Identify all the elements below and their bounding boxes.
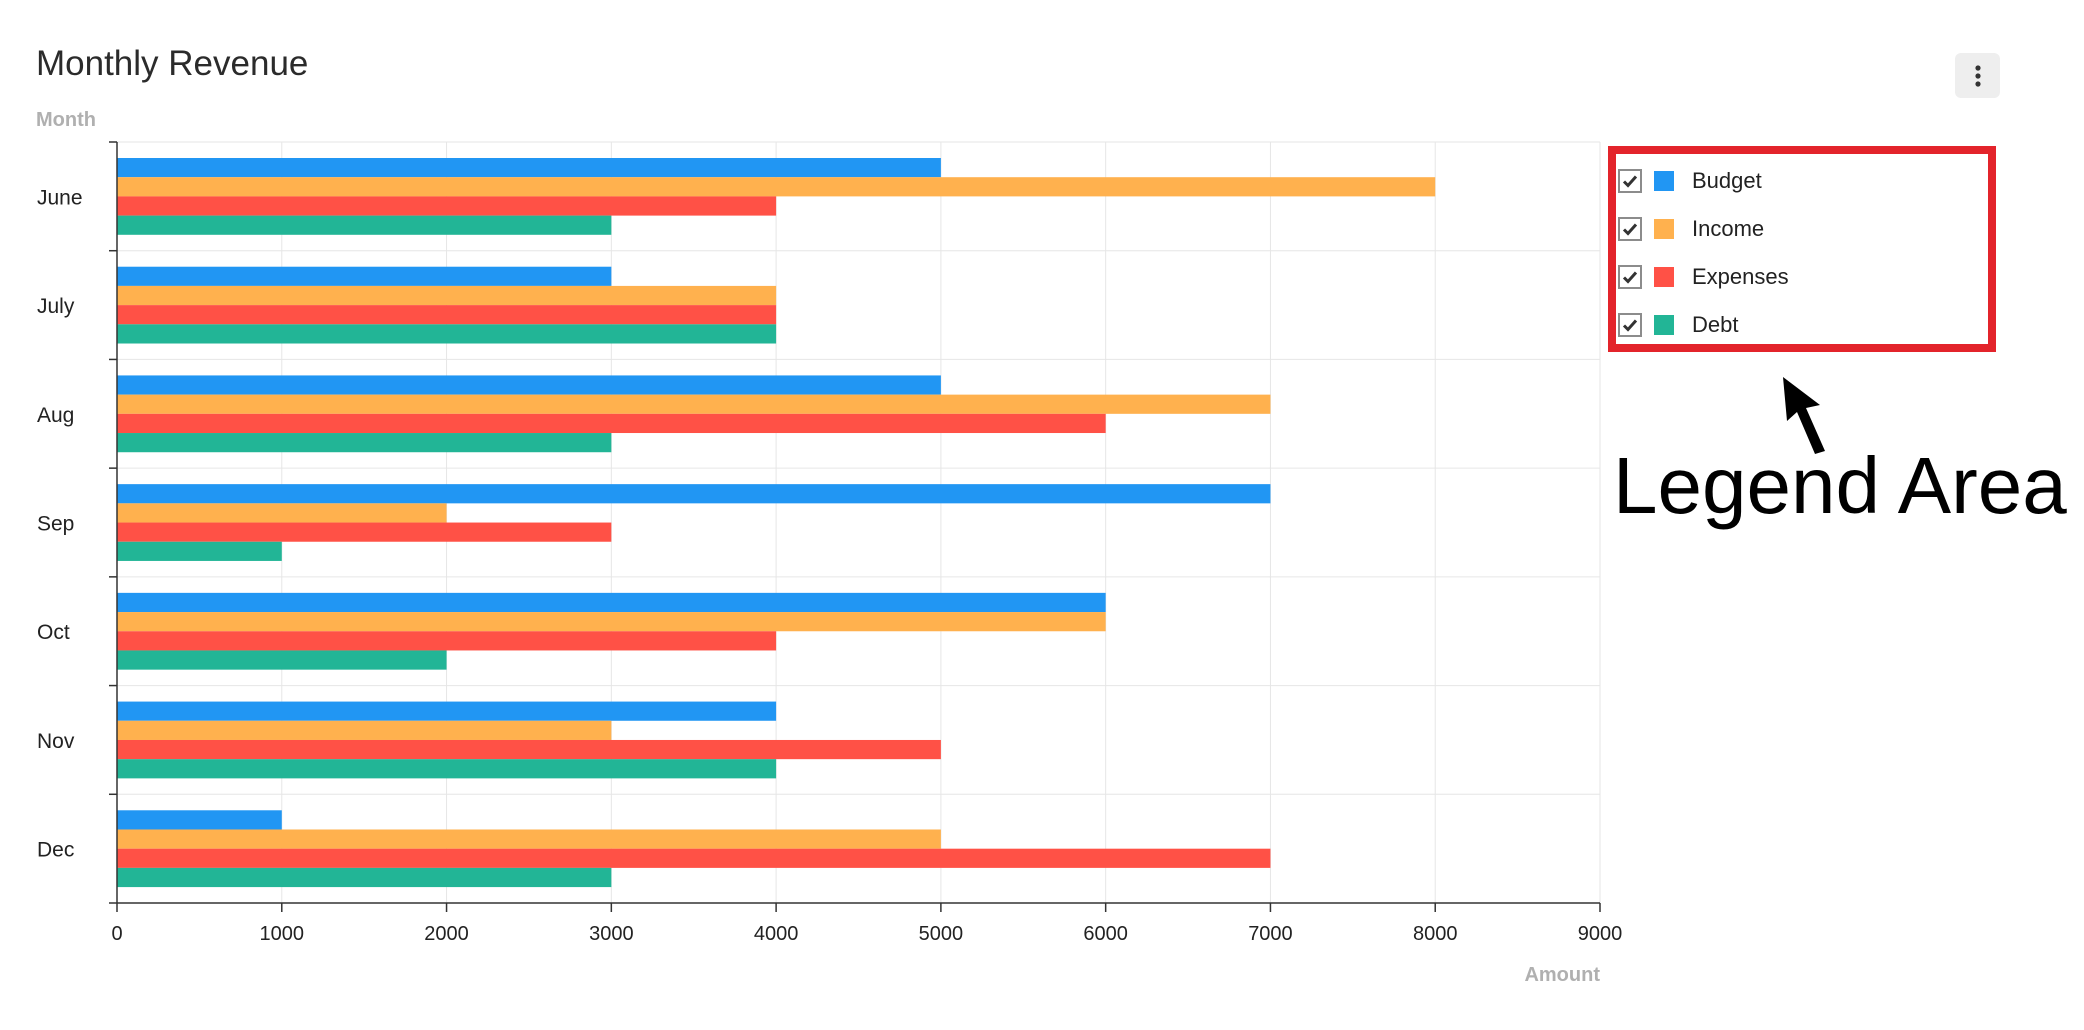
bar-debt-june[interactable]	[117, 215, 612, 235]
bar-expenses-dec[interactable]	[117, 848, 1271, 868]
bar-budget-june[interactable]	[117, 158, 941, 178]
x-tick-label: 7000	[1248, 923, 1293, 945]
y-tick-label: July	[37, 295, 75, 318]
legend-swatch	[1654, 219, 1674, 239]
y-axis-label: Month	[36, 109, 96, 131]
legend-highlight-box	[1608, 146, 1996, 352]
legend-checkbox[interactable]	[1618, 313, 1642, 337]
bar-budget-oct[interactable]	[117, 592, 1106, 613]
legend-item-budget[interactable]: Budget	[1618, 166, 1762, 196]
bar-expenses-june[interactable]	[117, 196, 777, 216]
checkmark-icon	[1622, 175, 1638, 188]
y-tick-label: Oct	[37, 621, 70, 644]
y-tick-label: Nov	[37, 730, 75, 753]
bar-expenses-july[interactable]	[117, 305, 777, 325]
chart-menu-button[interactable]	[1955, 53, 2000, 98]
bar-income-july[interactable]	[117, 285, 777, 306]
bar-income-nov[interactable]	[117, 720, 612, 740]
legend-label: Debt	[1692, 312, 1739, 337]
bar-income-sep[interactable]	[117, 503, 447, 523]
bar-income-dec[interactable]	[117, 829, 941, 849]
x-tick-label: 4000	[754, 923, 799, 945]
y-tick-label: Dec	[37, 839, 74, 862]
legend-swatch	[1654, 171, 1674, 191]
bar-debt-dec[interactable]	[117, 867, 612, 888]
legend-label: Budget	[1692, 168, 1762, 193]
legend-item-expenses[interactable]: Expenses	[1618, 262, 1789, 292]
x-axis-label: Amount	[1524, 964, 1600, 986]
legend-checkbox[interactable]	[1618, 265, 1642, 289]
x-tick-label: 5000	[919, 923, 964, 945]
x-tick-label: 6000	[1083, 923, 1128, 945]
bars	[117, 158, 1436, 888]
y-tick-label: Sep	[37, 513, 74, 536]
bar-budget-dec[interactable]	[117, 810, 282, 830]
x-tick-label: 3000	[589, 923, 634, 945]
bar-debt-nov[interactable]	[117, 759, 777, 779]
checkmark-icon	[1622, 223, 1638, 236]
legend-item-income[interactable]: Income	[1618, 214, 1764, 244]
axes: Month Amount 0 1000 2000 3000 4000 5000 6000 70…	[36, 109, 1622, 986]
bar-income-aug[interactable]	[117, 394, 1271, 414]
x-tick-label: 9000	[1578, 923, 1623, 945]
bar-income-oct[interactable]	[117, 612, 1106, 632]
legend-checkbox[interactable]	[1618, 217, 1642, 241]
legend-item-debt[interactable]: Debt	[1618, 310, 1738, 340]
bar-income-june[interactable]	[117, 177, 1436, 197]
y-tick-label: Aug	[37, 404, 74, 427]
bar-debt-oct[interactable]	[117, 650, 447, 670]
legend-swatch	[1654, 315, 1674, 335]
x-tick-label: 2000	[424, 923, 469, 945]
legend-checkbox[interactable]	[1618, 169, 1642, 193]
bar-budget-nov[interactable]	[117, 701, 777, 721]
checkmark-icon	[1622, 319, 1638, 332]
y-tick-label: June	[37, 186, 83, 209]
legend-area-annotation: Legend Area	[1613, 441, 2067, 530]
bar-expenses-nov[interactable]	[117, 739, 941, 760]
bar-expenses-oct[interactable]	[117, 631, 777, 651]
legend-label: Expenses	[1692, 264, 1789, 289]
vertical-dots-icon	[1974, 64, 1981, 87]
bar-debt-july[interactable]	[117, 324, 777, 344]
chart-title: Monthly Revenue	[36, 44, 309, 83]
bar-debt-aug[interactable]	[117, 433, 612, 453]
bar-expenses-aug[interactable]	[117, 413, 1106, 434]
bar-budget-aug[interactable]	[117, 375, 941, 395]
legend-swatch	[1654, 267, 1674, 287]
x-tick-label: 8000	[1413, 923, 1458, 945]
x-tick-label: 0	[111, 923, 122, 945]
bar-budget-july[interactable]	[117, 266, 612, 286]
bar-expenses-sep[interactable]	[117, 522, 612, 542]
arrow-up-left-icon	[1783, 377, 1825, 454]
legend-label: Income	[1692, 216, 1765, 241]
x-tick-label: 1000	[260, 923, 305, 945]
bar-budget-sep[interactable]	[117, 484, 1271, 504]
checkmark-icon	[1622, 271, 1638, 284]
bar-debt-sep[interactable]	[117, 541, 282, 561]
